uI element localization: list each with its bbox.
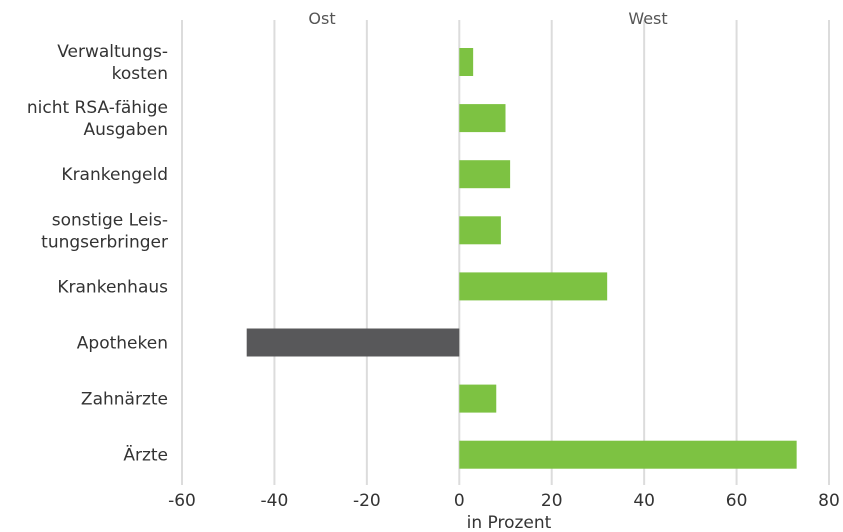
x-tick-label: 60	[726, 491, 748, 511]
category-label: Ärzte	[123, 445, 168, 466]
category-label: Apotheken	[77, 334, 168, 354]
category-label: nicht RSA-fähige Ausgaben	[27, 98, 168, 140]
category-label-line: Ärzte	[123, 445, 168, 466]
category-label: Zahnärzte	[81, 390, 168, 410]
bar	[459, 104, 506, 133]
header-west: West	[628, 9, 667, 28]
bar	[459, 160, 511, 189]
category-label-line: Krankengeld	[61, 165, 168, 185]
category-label-line: nicht RSA-fähige	[27, 98, 168, 118]
x-tick-labels: -60 -40 -20 0 20 40 60 80	[168, 491, 840, 511]
grid-lines	[181, 20, 830, 485]
category-label-line: sonstige Leis-	[52, 210, 168, 230]
category-label: Krankenhaus	[57, 277, 168, 297]
x-tick-label: 80	[818, 491, 840, 511]
x-axis-title: in Prozent	[467, 513, 552, 532]
category-label: Krankengeld	[61, 165, 168, 185]
x-tick-label: 20	[541, 491, 563, 511]
x-tick-label: -20	[353, 491, 381, 511]
bar	[459, 384, 497, 413]
x-tick-label: 40	[633, 491, 655, 511]
category-label: Verwaltungs-kosten	[57, 42, 168, 84]
header-ost: Ost	[308, 9, 335, 28]
category-label-line: Verwaltungs-	[57, 42, 168, 62]
x-tick-label: -60	[168, 491, 196, 511]
category-label-line: Apotheken	[77, 334, 168, 354]
bar	[459, 216, 501, 245]
x-tick-label: 0	[454, 491, 465, 511]
category-label: sonstige Leis-tungserbringer	[41, 210, 168, 252]
category-label-line: Ausgaben	[84, 120, 169, 140]
category-labels: Verwaltungs-kosten nicht RSA-fähige Ausgab…	[27, 42, 168, 466]
category-label-line: Krankenhaus	[57, 277, 168, 297]
bars	[246, 48, 797, 469]
category-label-line: kosten	[112, 64, 168, 84]
category-label-line: Zahnärzte	[81, 390, 168, 410]
bar	[459, 48, 474, 76]
bar	[459, 272, 608, 301]
category-label-line: tungserbringer	[41, 232, 168, 252]
bar	[246, 328, 460, 357]
bar	[459, 440, 797, 469]
x-tick-label: -40	[261, 491, 289, 511]
